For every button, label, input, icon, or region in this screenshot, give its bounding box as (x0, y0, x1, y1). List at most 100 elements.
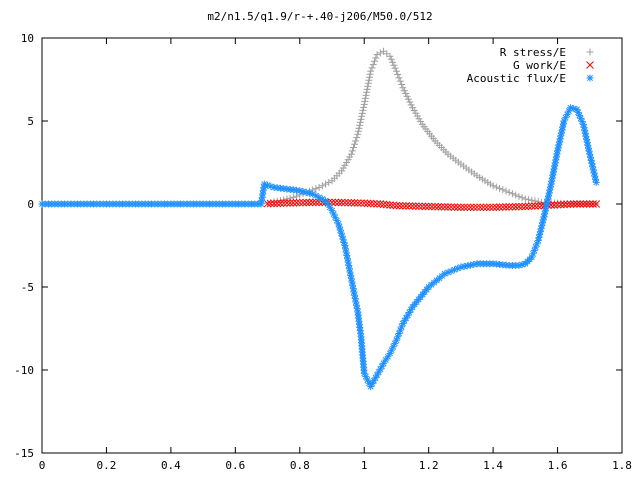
series-acoustic-flux-e (38, 104, 600, 391)
data-point-interp (353, 199, 362, 207)
data-point-interp (283, 195, 291, 203)
data-point-interp (411, 202, 420, 211)
data-point (489, 203, 497, 212)
data-point-interp (395, 74, 403, 82)
data-point-interp (566, 200, 575, 209)
data-point-interp (421, 202, 430, 211)
data-point-interp (382, 200, 391, 209)
data-point-interp (292, 198, 301, 207)
data-point-interp (460, 203, 468, 212)
data-point (424, 202, 433, 211)
data-point-interp (361, 97, 369, 105)
data-point-interp (534, 198, 542, 206)
data-point-interp (573, 200, 581, 208)
data-point-interp (372, 54, 380, 62)
data-point-interp (390, 61, 398, 69)
data-point-interp (357, 115, 365, 123)
data-point-interp (492, 183, 500, 191)
data-point (367, 67, 375, 75)
data-point-interp (418, 202, 427, 211)
legend-label: Acoustic flux/E (467, 72, 566, 85)
data-point-interp (366, 70, 374, 78)
data-point-interp (398, 80, 406, 88)
data-point (592, 178, 600, 186)
data-point-interp (518, 202, 526, 211)
data-point-interp (363, 199, 372, 208)
data-point (347, 150, 355, 158)
plot-frame (41, 37, 623, 454)
x-tick-label: 0 (39, 459, 46, 472)
data-point-interp (575, 111, 583, 119)
data-point-interp (355, 124, 363, 132)
data-point-interp (387, 55, 395, 63)
data-point (386, 52, 394, 60)
data-point-interp (368, 64, 376, 72)
data-point-interp (372, 374, 379, 382)
data-point-interp (404, 95, 412, 103)
data-point-interp (312, 185, 320, 193)
data-point-interp (486, 203, 494, 212)
data-point (315, 183, 323, 191)
data-point-interp (396, 77, 404, 85)
data-point-interp (508, 202, 517, 211)
data-point-interp (515, 202, 523, 211)
y-tick-label: 10 (21, 32, 34, 45)
data-point-interp (347, 198, 356, 207)
data-point-interp (492, 203, 501, 212)
data-point-interp (502, 187, 510, 195)
data-point-interp (371, 57, 379, 65)
data-point-interp (524, 202, 533, 211)
data-point-interp (473, 203, 481, 212)
data-point-interp (511, 202, 520, 211)
series-g-work-e (263, 198, 601, 212)
data-point (373, 51, 381, 59)
data-point-interp (469, 203, 478, 212)
data-point-interp (276, 199, 285, 208)
data-point-interp (308, 198, 317, 207)
y-tick-label: 5 (27, 115, 34, 128)
data-point-interp (352, 137, 360, 145)
series-layer (38, 47, 601, 391)
data-point (457, 203, 465, 212)
data-point-interp (587, 156, 595, 164)
data-point-interp (357, 199, 365, 207)
data-point-interp (406, 98, 414, 106)
data-point-interp (403, 92, 411, 100)
data-point (263, 199, 272, 208)
data-point-interp (502, 203, 510, 211)
x-tick-label: 0.4 (161, 459, 181, 472)
x-tick-label: 1.6 (548, 459, 568, 472)
data-point-interp (531, 202, 539, 210)
data-point-interp (495, 203, 504, 212)
data-point-interp (395, 201, 404, 210)
data-point-interp (373, 199, 381, 208)
data-point-interp (289, 199, 298, 207)
data-point-interp (512, 191, 520, 199)
y-axis-ticks: 10 5 0 -5 -10 -15 (14, 32, 622, 460)
data-point-interp (476, 203, 485, 212)
legend-label: G work/E (513, 59, 566, 72)
data-point-interp (482, 203, 491, 212)
x-tick-label: 1.8 (612, 459, 632, 472)
data-point-interp (518, 194, 526, 202)
y-tick-label: 0 (27, 198, 34, 211)
data-point (521, 195, 529, 203)
data-point-interp (444, 203, 452, 211)
y-tick-label: -5 (21, 281, 34, 294)
data-point-interp (453, 203, 462, 212)
data-point-interp (498, 203, 507, 211)
data-point-interp (331, 198, 340, 207)
data-point-interp (349, 144, 357, 152)
data-point-interp (405, 202, 414, 210)
data-point-interp (348, 147, 356, 155)
data-point-interp (356, 118, 364, 126)
data-point-interp (365, 73, 373, 81)
data-point-interp (389, 58, 397, 66)
data-point-interp (585, 200, 594, 208)
data-point-interp (267, 182, 275, 190)
data-point-interp (354, 127, 362, 135)
x-tick-label: 1.4 (483, 459, 503, 472)
data-point-interp (560, 200, 568, 209)
data-point-interp (283, 199, 291, 207)
